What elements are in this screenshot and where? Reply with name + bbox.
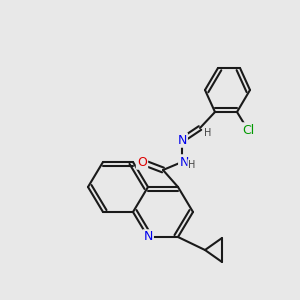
Text: H: H [188, 160, 196, 170]
Text: N: N [177, 134, 187, 146]
Text: N: N [179, 155, 189, 169]
Text: Cl: Cl [242, 124, 254, 136]
Text: O: O [137, 155, 147, 169]
Text: N: N [143, 230, 153, 244]
Text: H: H [204, 128, 212, 138]
